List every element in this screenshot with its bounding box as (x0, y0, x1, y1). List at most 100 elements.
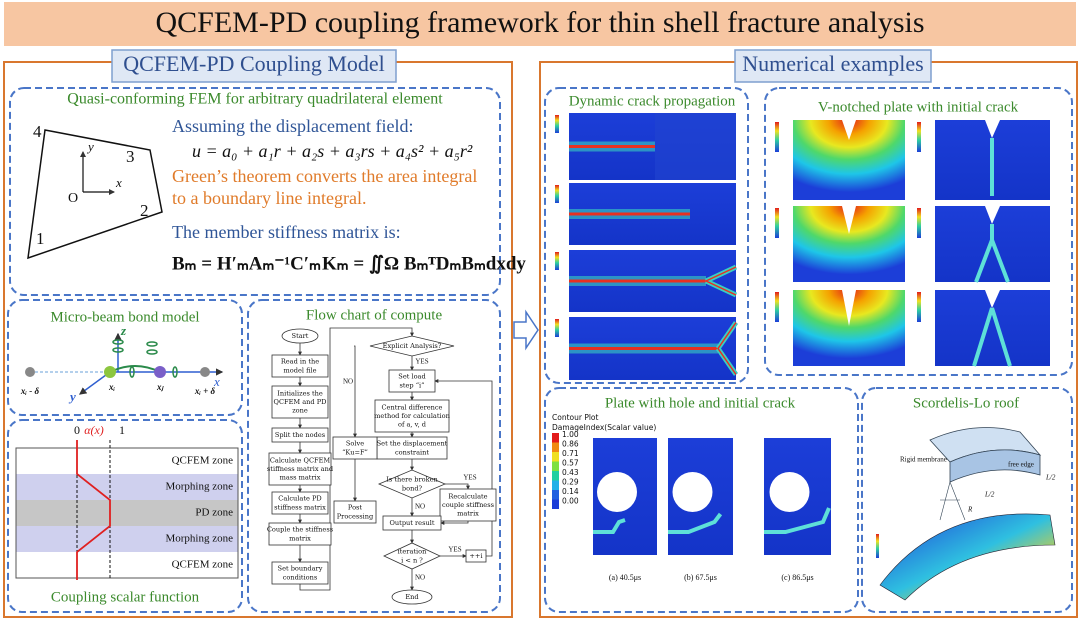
header-title: QCFEM-PD coupling framework for thin she… (156, 6, 925, 39)
crack (764, 507, 831, 534)
roof-label: L/2 (984, 491, 995, 499)
hole (597, 472, 637, 512)
section-box (544, 87, 749, 384)
branch-label: NO (415, 503, 425, 511)
roof-label: Rigid membrane (900, 456, 947, 464)
flow-text: conditions (283, 573, 318, 581)
flow-arrow (513, 309, 539, 351)
color-legend (917, 122, 921, 152)
alpha-curve (76, 440, 111, 580)
axis-arrow (78, 371, 111, 395)
flow-text: Output result (390, 519, 435, 527)
point-label: xᵢ + δ (194, 386, 216, 396)
blank-region (655, 113, 736, 180)
section-box (247, 299, 501, 613)
axis-label: x (213, 374, 220, 389)
legend-value: 0.71 (562, 449, 579, 458)
flow-text: Calculate QCFEM (270, 456, 331, 464)
legend-value: 0.00 (562, 497, 579, 506)
zone-frame (15, 447, 239, 579)
flow-text: method for calculation (374, 412, 450, 420)
particle (25, 367, 35, 377)
flow-text: matrix (457, 510, 479, 518)
flow-text: matrix (289, 534, 311, 542)
legend-value: 1.00 (562, 430, 579, 439)
header-bar (4, 2, 1076, 46)
flow-text: i < n ? (401, 556, 423, 564)
legend-value: 0.29 (562, 478, 579, 487)
color-legend (555, 185, 559, 203)
color-legend (775, 292, 779, 322)
section-box (7, 419, 243, 613)
legend-value: 0.14 (562, 487, 579, 496)
section-box (544, 387, 859, 613)
particle (104, 366, 116, 378)
flow-text: mass matrix (280, 474, 321, 482)
crack-branch (717, 322, 737, 375)
flow-step (332, 436, 378, 460)
branch-label: NO (343, 378, 353, 386)
legend-swatch (552, 490, 559, 500)
flow-step (382, 515, 442, 531)
zone-band (16, 448, 238, 474)
color-legend (555, 252, 559, 270)
crack (668, 512, 723, 534)
notch (985, 120, 1000, 138)
flow-text: Set boundary (278, 565, 323, 573)
flow-step (374, 399, 450, 433)
section-title: Plate with hole and initial crack (605, 395, 796, 411)
flow-step (271, 427, 329, 443)
flow-text: stiffness matrix (274, 503, 326, 511)
flow-text: Recalculate (448, 492, 487, 500)
node-label: 4 (33, 122, 42, 141)
flow-text: couple stiffness (442, 501, 495, 509)
flow-text: Read in the (281, 358, 319, 366)
connector (434, 379, 493, 557)
flow-text: Initializes the (277, 389, 323, 397)
flow-step (271, 354, 329, 378)
notch (842, 290, 856, 326)
flow-decision (369, 335, 455, 357)
crack (593, 518, 626, 534)
legend-swatch (552, 461, 559, 471)
flow-text: Set the displacement (377, 440, 448, 448)
flow-terminal (391, 589, 433, 605)
section-title: Micro-beam bond model (50, 309, 199, 325)
flow-decision (377, 469, 447, 499)
zone-band (16, 526, 238, 552)
hole (672, 472, 713, 512)
section-box (7, 299, 243, 416)
notch (842, 120, 856, 140)
flow-text: stiffness matrix and (267, 465, 334, 473)
scale-label: α(x) (84, 423, 104, 437)
flow-text: zone (292, 407, 308, 415)
flow-step (268, 522, 332, 546)
flow-text: Is there broken (386, 476, 438, 484)
flow-text: of a, v, d (398, 421, 427, 429)
flow-text: Explicit Analysis? (383, 342, 442, 350)
left-panel-tab (111, 49, 397, 83)
legend-swatch (552, 452, 559, 462)
roof-label: R (967, 506, 973, 514)
flow-text: Split the nodes (275, 431, 326, 439)
heading: Assuming the displacement field: (172, 116, 413, 136)
zone-band (16, 552, 238, 578)
legend-swatch (552, 433, 559, 443)
flow-text: Couple the stiffness (267, 526, 334, 534)
note: to a boundary line integral. (172, 188, 366, 208)
notch (842, 206, 856, 234)
flow-step (388, 369, 436, 393)
axis-label: x (115, 175, 122, 190)
branch-label: YES (448, 546, 461, 554)
point-label: xⱼ (156, 382, 165, 392)
roof-label: free edge (1008, 461, 1034, 469)
panel-title: Numerical examples (742, 51, 923, 76)
flow-step (333, 500, 377, 524)
panel-title: QCFEM-PD Coupling Model (123, 51, 385, 76)
connector (445, 483, 470, 490)
caption: (b) 67.5μs (684, 573, 717, 582)
color-legend (917, 208, 921, 238)
zone-band (16, 474, 238, 500)
section-box (9, 87, 501, 296)
caption: (c) 86.5μs (781, 573, 813, 582)
